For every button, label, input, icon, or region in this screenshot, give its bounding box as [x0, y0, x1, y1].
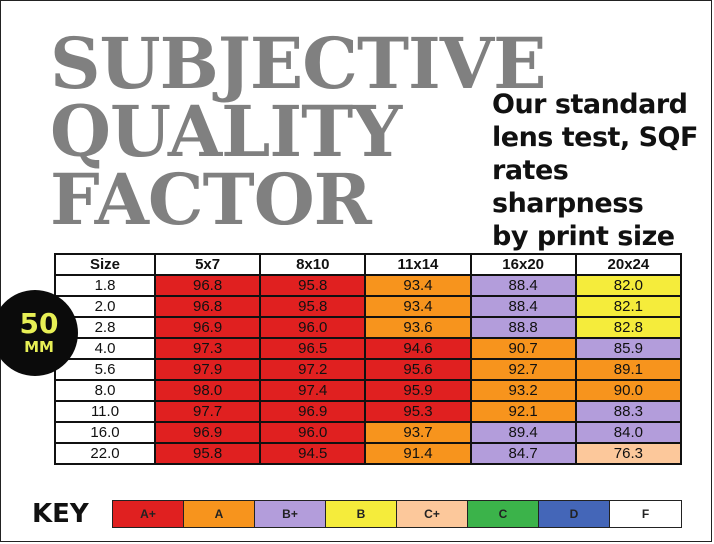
score-cell: 82.0 — [574, 274, 683, 297]
table-row: 2.0 96.8 95.8 93.4 88.4 82.1 — [54, 295, 683, 318]
score-cell: 82.1 — [574, 295, 683, 318]
score-cell: 97.9 — [153, 358, 262, 381]
score-cell: 96.5 — [259, 337, 367, 360]
sqf-table: Size 5x7 8x10 11x14 16x20 20x24 1.8 96.8 9… — [54, 253, 683, 465]
score-cell: 93.6 — [364, 316, 472, 339]
score-cell: 82.8 — [574, 316, 683, 339]
score-cell: 95.8 — [259, 274, 367, 297]
title-line: FACTOR — [50, 158, 372, 241]
score-cell: 85.9 — [574, 337, 683, 360]
score-cell: 93.4 — [364, 274, 472, 297]
score-cell: 96.9 — [259, 400, 367, 423]
score-cell: 89.1 — [574, 358, 683, 381]
score-cell: 90.0 — [574, 379, 683, 402]
key-swatch: A — [184, 501, 255, 527]
key-swatch: B — [326, 501, 397, 527]
aperture-cell: 22.0 — [54, 442, 156, 465]
chart-title: SUBJECTIVE QUALITY FACTOR — [50, 22, 546, 241]
table-row: 5.6 97.9 97.2 95.6 92.7 89.1 — [54, 358, 683, 381]
focal-length-number: 50 — [19, 307, 59, 340]
score-cell: 88.4 — [469, 274, 577, 297]
title-line: SUBJECTIVE — [50, 22, 546, 105]
table-row: 2.8 96.9 96.0 93.6 88.8 82.8 — [54, 316, 683, 339]
focal-length-unit: MM — [24, 338, 54, 356]
score-cell: 94.5 — [259, 442, 367, 465]
score-cell: 94.6 — [364, 337, 472, 360]
key-swatch: A+ — [113, 501, 184, 527]
key-swatch: C — [468, 501, 539, 527]
aperture-cell: 4.0 — [54, 337, 156, 360]
score-cell: 90.7 — [469, 337, 577, 360]
title-line: QUALITY — [50, 90, 402, 173]
column-header: 5x7 — [153, 253, 262, 276]
score-cell: 96.9 — [153, 316, 262, 339]
score-cell: 84.7 — [469, 442, 577, 465]
key-swatch: B+ — [255, 501, 326, 527]
score-cell: 96.0 — [259, 316, 367, 339]
score-cell: 93.4 — [364, 295, 472, 318]
subtitle-line: lens test, SQF — [492, 122, 698, 153]
score-cell: 96.9 — [153, 421, 262, 444]
key-swatches: A+ A B+ B C+ C D F — [112, 500, 682, 528]
aperture-cell: 1.8 — [54, 274, 156, 297]
aperture-cell: 16.0 — [54, 421, 156, 444]
score-cell: 92.1 — [469, 400, 577, 423]
key-swatch: C+ — [397, 501, 468, 527]
score-cell: 97.4 — [259, 379, 367, 402]
score-cell: 95.3 — [364, 400, 472, 423]
table-row: 11.0 97.7 96.9 95.3 92.1 88.3 — [54, 400, 683, 423]
score-cell: 96.8 — [153, 274, 262, 297]
score-cell: 93.2 — [469, 379, 577, 402]
score-cell: 88.8 — [469, 316, 577, 339]
aperture-cell: 2.8 — [54, 316, 156, 339]
score-cell: 84.0 — [574, 421, 683, 444]
score-cell: 98.0 — [153, 379, 262, 402]
header-row: Size 5x7 8x10 11x14 16x20 20x24 — [54, 253, 683, 276]
score-cell: 97.3 — [153, 337, 262, 360]
column-header: 11x14 — [364, 253, 472, 276]
table-body: 1.8 96.8 95.8 93.4 88.4 82.0 2.0 96.8 95.8 93.4 88… — [54, 274, 683, 465]
column-header: 16x20 — [469, 253, 577, 276]
score-cell: 96.0 — [259, 421, 367, 444]
score-cell: 76.3 — [574, 442, 683, 465]
subtitle-line: by print size — [492, 221, 675, 252]
key-swatch: F — [610, 501, 681, 527]
grade-key: KEY A+ A B+ B C+ C D F — [32, 499, 682, 529]
score-cell: 92.7 — [469, 358, 577, 381]
table-row: 4.0 97.3 96.5 94.6 90.7 85.9 — [54, 337, 683, 360]
score-cell: 97.7 — [153, 400, 262, 423]
column-header: 20x24 — [574, 253, 683, 276]
score-cell: 88.3 — [574, 400, 683, 423]
aperture-cell: 8.0 — [54, 379, 156, 402]
score-cell: 89.4 — [469, 421, 577, 444]
score-cell: 91.4 — [364, 442, 472, 465]
column-header: 8x10 — [259, 253, 367, 276]
aperture-cell: 5.6 — [54, 358, 156, 381]
key-label: KEY — [32, 499, 89, 529]
column-header: Size — [54, 253, 156, 276]
table-row: 16.0 96.9 96.0 93.7 89.4 84.0 — [54, 421, 683, 444]
key-swatch: D — [539, 501, 610, 527]
aperture-cell: 2.0 — [54, 295, 156, 318]
table-row: 22.0 95.8 94.5 91.4 84.7 76.3 — [54, 442, 683, 465]
score-cell: 93.7 — [364, 421, 472, 444]
table-row: 1.8 96.8 95.8 93.4 88.4 82.0 — [54, 274, 683, 297]
subtitle-line: rates sharpness — [492, 155, 644, 219]
score-cell: 95.9 — [364, 379, 472, 402]
score-cell: 95.8 — [259, 295, 367, 318]
focal-length-badge: 50 MM — [0, 290, 78, 376]
subtitle-line: Our standard — [492, 89, 688, 120]
score-cell: 96.8 — [153, 295, 262, 318]
score-cell: 95.8 — [153, 442, 262, 465]
table-row: 8.0 98.0 97.4 95.9 93.2 90.0 — [54, 379, 683, 402]
score-cell: 88.4 — [469, 295, 577, 318]
chart-subtitle: Our standard lens test, SQF rates sharpn… — [492, 88, 714, 253]
aperture-cell: 11.0 — [54, 400, 156, 423]
score-cell: 97.2 — [259, 358, 367, 381]
score-cell: 95.6 — [364, 358, 472, 381]
